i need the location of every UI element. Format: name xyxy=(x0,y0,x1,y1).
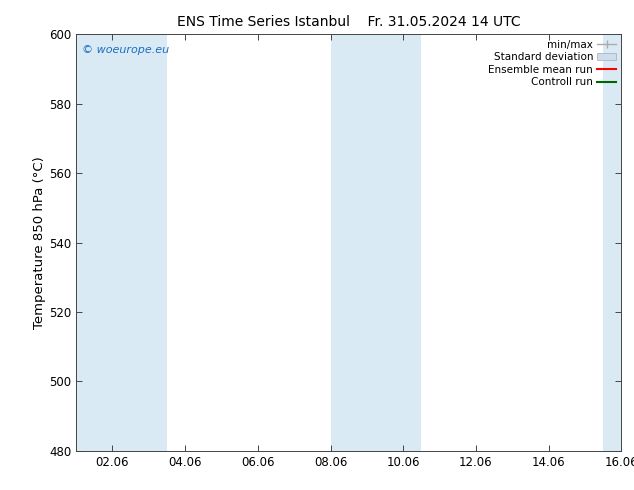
Title: ENS Time Series Istanbul    Fr. 31.05.2024 14 UTC: ENS Time Series Istanbul Fr. 31.05.2024 … xyxy=(177,15,521,29)
Y-axis label: Temperature 850 hPa (°C): Temperature 850 hPa (°C) xyxy=(33,156,46,329)
Bar xyxy=(112,34,167,451)
Legend: min/max, Standard deviation, Ensemble mean run, Controll run: min/max, Standard deviation, Ensemble me… xyxy=(486,37,618,89)
Bar xyxy=(330,34,422,451)
Bar xyxy=(603,34,621,451)
Text: © woeurope.eu: © woeurope.eu xyxy=(82,45,169,55)
Bar xyxy=(76,34,112,451)
